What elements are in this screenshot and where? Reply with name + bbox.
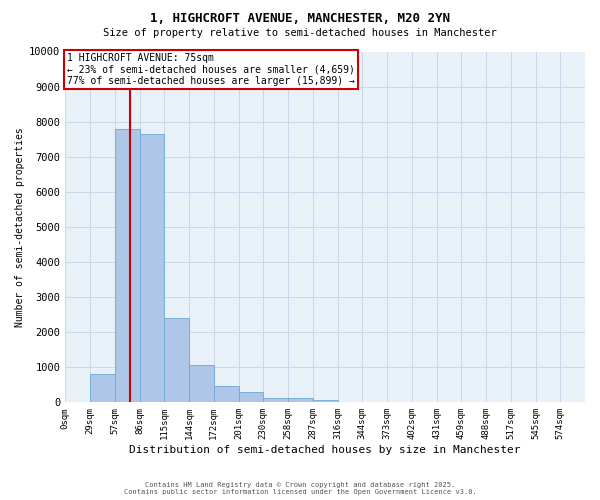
Bar [140,134,164,402]
Y-axis label: Number of semi-detached properties: Number of semi-detached properties [15,127,25,327]
X-axis label: Distribution of semi-detached houses by size in Manchester: Distribution of semi-detached houses by … [130,445,521,455]
Text: 1, HIGHCROFT AVENUE, MANCHESTER, M20 2YN: 1, HIGHCROFT AVENUE, MANCHESTER, M20 2YN [150,12,450,26]
Bar [90,374,115,402]
Text: Size of property relative to semi-detached houses in Manchester: Size of property relative to semi-detach… [103,28,497,38]
Bar [115,129,140,402]
Bar [189,366,214,403]
Bar [214,386,239,402]
Bar [239,392,263,402]
Text: Contains HM Land Registry data © Crown copyright and database right 2025.
Contai: Contains HM Land Registry data © Crown c… [124,482,476,495]
Bar [313,400,338,402]
Bar [164,318,189,402]
Bar [288,398,313,402]
Bar [263,398,288,402]
Text: 1 HIGHCROFT AVENUE: 75sqm
← 23% of semi-detached houses are smaller (4,659)
77% : 1 HIGHCROFT AVENUE: 75sqm ← 23% of semi-… [67,54,355,86]
